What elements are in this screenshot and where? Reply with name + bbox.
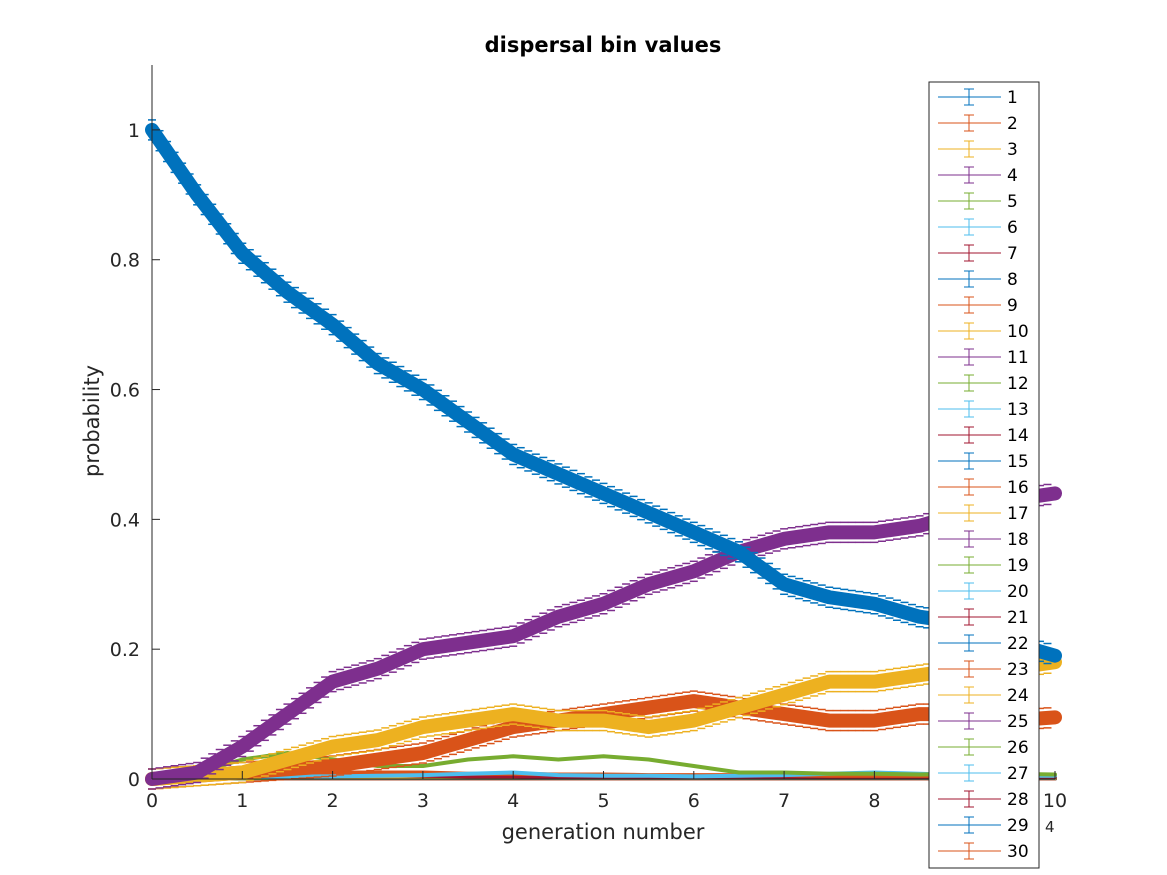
- x-tick-label: 6: [688, 790, 700, 812]
- legend-item-9: 9: [938, 296, 1018, 316]
- x-tick-label: 3: [417, 790, 429, 812]
- legend-label: 30: [1007, 842, 1029, 862]
- legend-item-30: 30: [938, 842, 1029, 862]
- series-1-band: [145, 122, 1062, 663]
- legend-label: 20: [1007, 582, 1029, 602]
- x-tick-label: 1: [236, 790, 248, 812]
- legend-item-14: 14: [938, 426, 1029, 446]
- legend-item-25: 25: [938, 712, 1029, 732]
- legend-item-3: 3: [938, 140, 1018, 160]
- legend-label: 23: [1007, 660, 1029, 680]
- legend-item-12: 12: [938, 374, 1029, 394]
- legend-label: 6: [1007, 218, 1018, 238]
- legend-label: 2: [1007, 114, 1018, 134]
- legend-item-17: 17: [938, 504, 1029, 524]
- legend-item-24: 24: [938, 686, 1029, 706]
- legend-item-8: 8: [938, 270, 1018, 290]
- x-tick-label: 0: [146, 790, 158, 812]
- legend-label: 25: [1007, 712, 1029, 732]
- legend-label: 21: [1007, 608, 1029, 628]
- series-3-band: [145, 655, 1062, 786]
- legend-item-26: 26: [938, 738, 1029, 758]
- x-axis-exponent-label: 4: [1045, 818, 1055, 836]
- legend-item-15: 15: [938, 452, 1029, 472]
- x-tick-label: 5: [597, 790, 609, 812]
- y-tick-label: 0.8: [110, 250, 140, 272]
- legend-label: 19: [1007, 556, 1029, 576]
- legend-label: 11: [1007, 348, 1029, 368]
- x-tick-label: 10: [1043, 790, 1067, 812]
- legend-box: [928, 81, 1040, 869]
- legend-item-27: 27: [938, 764, 1029, 784]
- legend-label: 10: [1007, 322, 1029, 342]
- legend-label: 7: [1007, 244, 1018, 264]
- legend-label: 29: [1007, 816, 1029, 836]
- legend-item-2: 2: [938, 114, 1018, 134]
- legend-label: 17: [1007, 504, 1029, 524]
- y-axis-label: probability: [80, 365, 104, 477]
- legend-label: 4: [1007, 166, 1018, 186]
- legend-item-7: 7: [938, 244, 1018, 264]
- x-tick-label: 4: [507, 790, 519, 812]
- legend-label: 28: [1007, 790, 1029, 810]
- x-tick-label: 2: [327, 790, 339, 812]
- x-tick-label: 7: [778, 790, 790, 812]
- legend-item-28: 28: [938, 790, 1029, 810]
- legend-item-18: 18: [938, 530, 1029, 550]
- legend-label: 18: [1007, 530, 1029, 550]
- legend-item-4: 4: [938, 166, 1018, 186]
- legend-label: 9: [1007, 296, 1018, 316]
- legend-item-23: 23: [938, 660, 1029, 680]
- y-tick-label: 0.6: [110, 380, 140, 402]
- legend-item-13: 13: [938, 400, 1029, 420]
- y-tick-label: 0.2: [110, 639, 140, 661]
- legend-label: 8: [1007, 270, 1018, 290]
- legend-item-20: 20: [938, 582, 1029, 602]
- series-4-band: [145, 486, 1062, 786]
- legend-item-6: 6: [938, 218, 1018, 238]
- chart-title: dispersal bin values: [485, 33, 722, 57]
- legend: 1234567891011121314151617181920212223242…: [928, 81, 1040, 869]
- x-tick-label: 8: [868, 790, 880, 812]
- legend-label: 5: [1007, 192, 1018, 212]
- legend-label: 15: [1007, 452, 1029, 472]
- legend-label: 24: [1007, 686, 1029, 706]
- legend-label: 27: [1007, 764, 1029, 784]
- legend-label: 3: [1007, 140, 1018, 160]
- y-tick-label: 0: [128, 769, 140, 791]
- x-axis-label: generation number: [502, 820, 705, 844]
- legend-label: 16: [1007, 478, 1029, 498]
- legend-label: 13: [1007, 400, 1029, 420]
- legend-item-19: 19: [938, 556, 1029, 576]
- axes-layer: 01234567891000.20.40.60.81: [110, 65, 1067, 812]
- legend-item-21: 21: [938, 608, 1029, 628]
- y-tick-label: 1: [128, 120, 140, 142]
- legend-item-1: 1: [938, 88, 1018, 108]
- legend-item-10: 10: [938, 322, 1029, 342]
- legend-item-11: 11: [938, 348, 1029, 368]
- legend-label: 22: [1007, 634, 1029, 654]
- legend-label: 26: [1007, 738, 1029, 758]
- legend-label: 14: [1007, 426, 1029, 446]
- legend-item-29: 29: [938, 816, 1029, 836]
- legend-item-5: 5: [938, 192, 1018, 212]
- legend-label: 1: [1007, 88, 1018, 108]
- legend-item-16: 16: [938, 478, 1029, 498]
- legend-label: 12: [1007, 374, 1029, 394]
- y-tick-label: 0.4: [110, 509, 140, 531]
- legend-item-22: 22: [938, 634, 1029, 654]
